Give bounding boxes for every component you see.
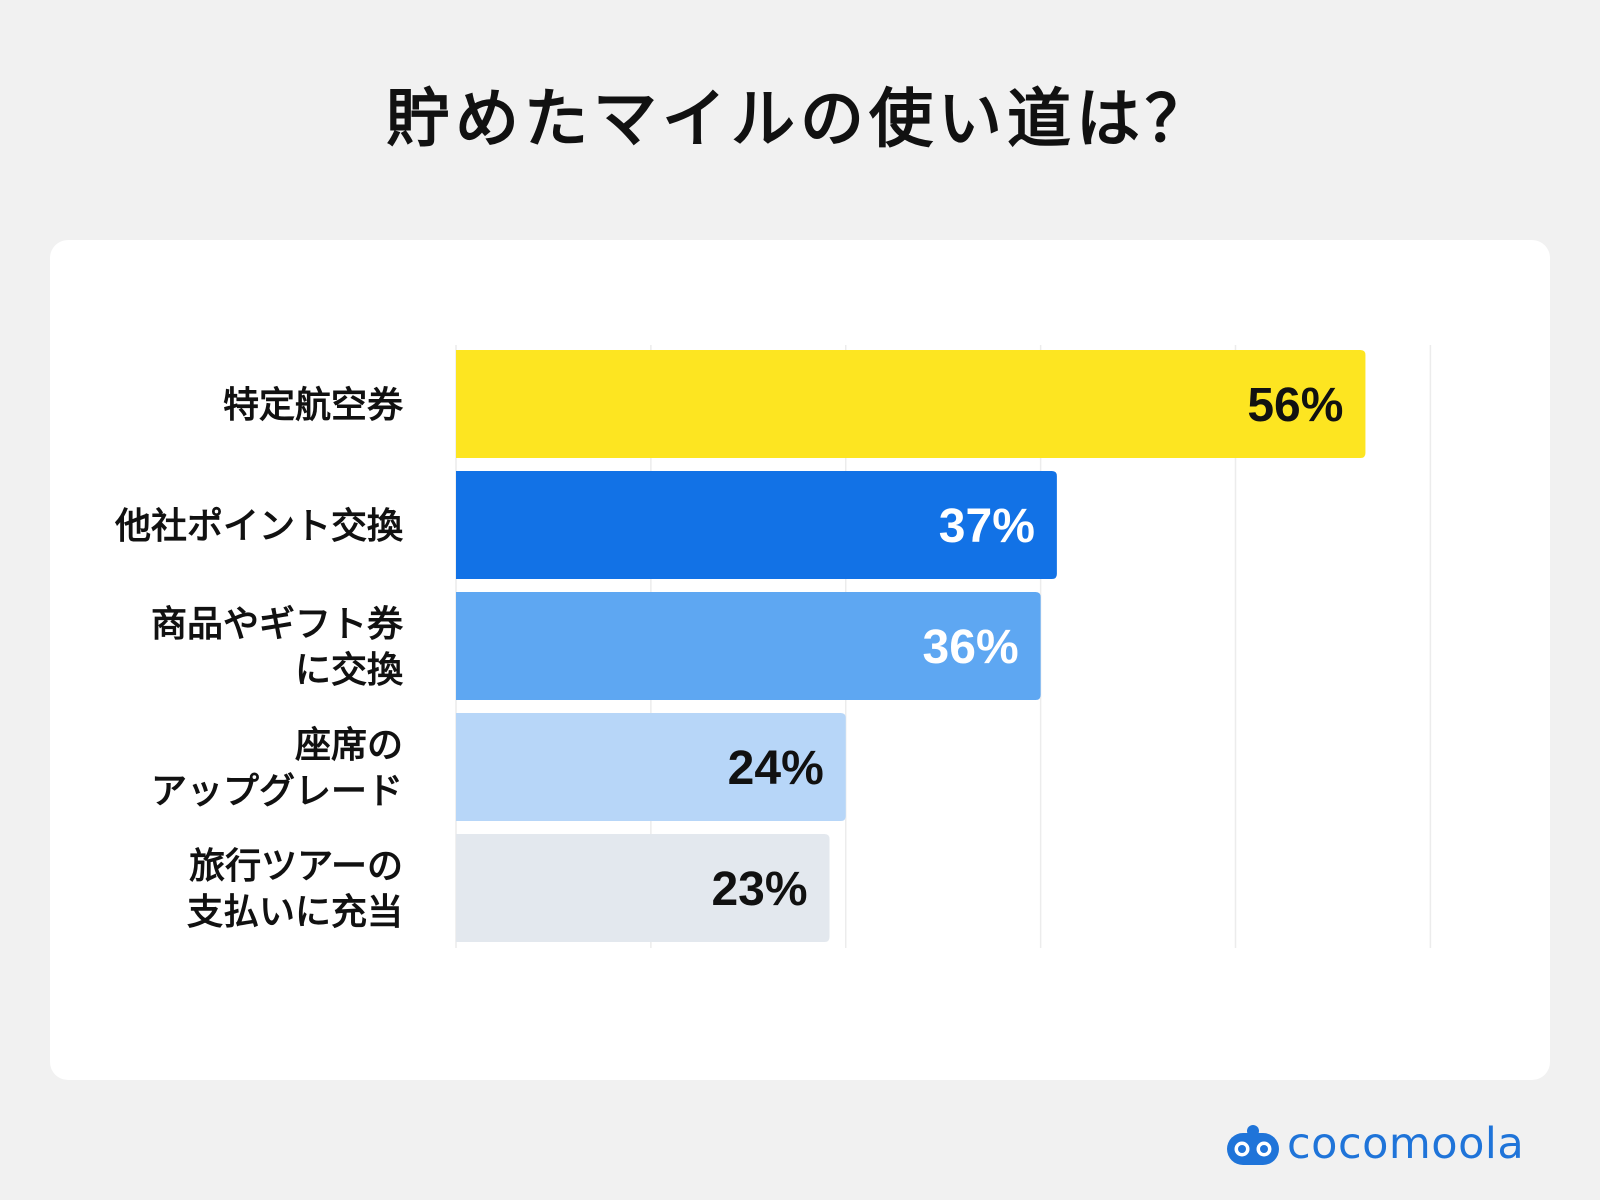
bar-value-label: 56% xyxy=(1247,379,1343,432)
bar xyxy=(456,350,1366,458)
brand-name: cocomoola xyxy=(1287,1119,1525,1169)
bar-value-label: 36% xyxy=(923,621,1019,674)
category-label: 座席の xyxy=(295,725,403,766)
category-label: 特定航空券 xyxy=(223,384,404,426)
brand-logo: cocomoola xyxy=(1225,1118,1524,1170)
category-label: 他社ポイント交換 xyxy=(114,505,404,547)
bar xyxy=(456,471,1057,579)
bar-value-label: 37% xyxy=(939,500,1035,553)
bar-value-label: 24% xyxy=(728,742,824,795)
category-label: アップグレード xyxy=(151,771,403,812)
cocomoola-logo-icon xyxy=(1227,1125,1279,1165)
bar-group: 56% 特定航空券 xyxy=(223,350,1366,458)
bar-group: 37% 他社ポイント交換 xyxy=(114,471,1057,579)
category-label: 支払いに充当 xyxy=(187,892,403,933)
bar xyxy=(456,834,830,942)
chart-title: 貯めたマイルの使い道は？ xyxy=(386,83,1214,157)
category-label: に交換 xyxy=(295,649,404,691)
category-label: 商品やギフト券 xyxy=(151,604,404,645)
chart-card: 56% 特定航空券 37% 他社ポイント交換 36% 商品やギフト券 に交換 24% 座席のアッ… xyxy=(50,240,1550,1080)
category-label: 旅行ツアーの xyxy=(189,846,403,887)
bar-value-label: 23% xyxy=(711,863,807,916)
bar xyxy=(456,592,1041,700)
bar xyxy=(456,713,846,821)
